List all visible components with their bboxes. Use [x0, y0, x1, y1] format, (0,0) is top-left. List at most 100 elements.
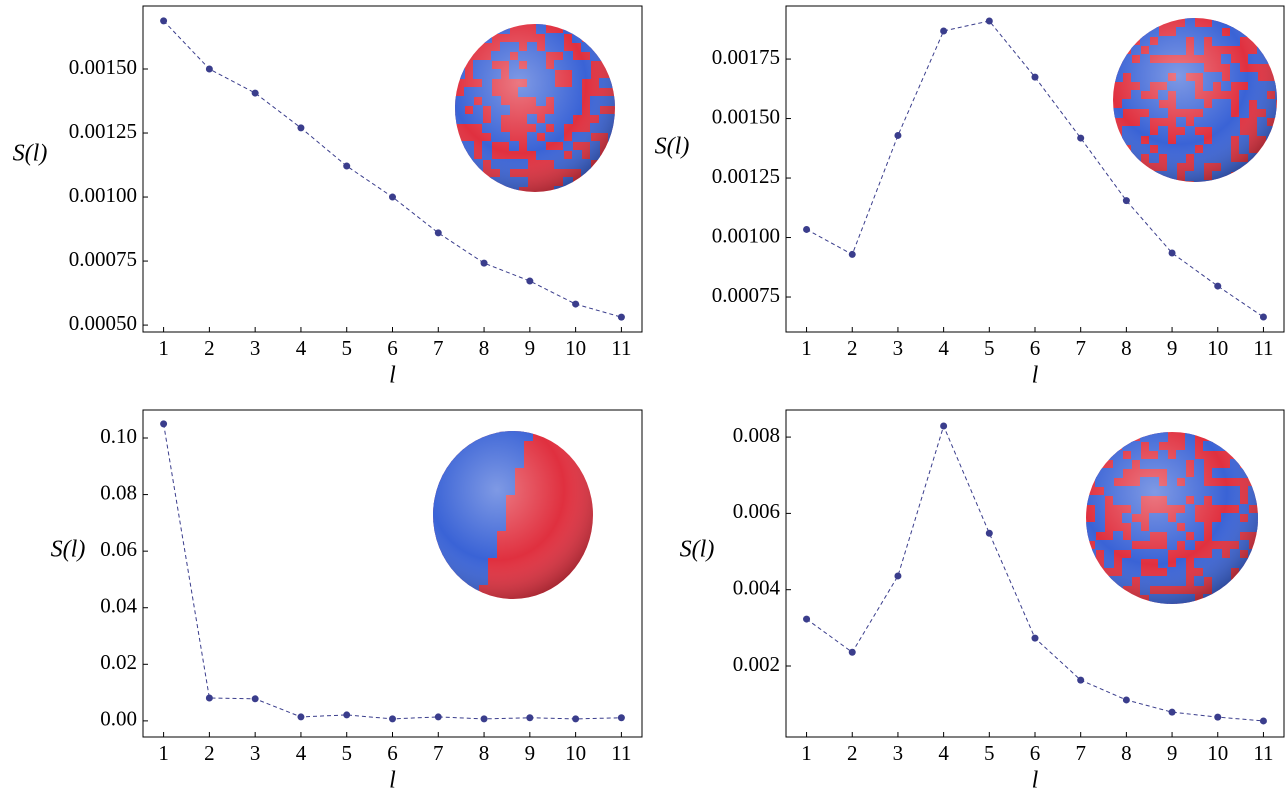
sphere-patch: [455, 168, 465, 178]
data-point: [1122, 197, 1130, 205]
y-tick-label: 0.002: [733, 652, 780, 676]
sphere-patch: [1266, 45, 1276, 55]
sphere-patch: [451, 440, 461, 450]
sphere-patch: [1212, 432, 1222, 442]
sphere-patch: [1122, 432, 1132, 442]
sphere-patch: [1230, 18, 1240, 28]
data-point: [1122, 696, 1130, 704]
y-tick-label: 0.00075: [712, 283, 780, 307]
sphere-patch: [433, 566, 443, 576]
sphere-patch: [563, 186, 573, 192]
sphere-patch: [608, 24, 615, 34]
sphere-patch: [442, 440, 452, 450]
x-tick-label: 7: [433, 741, 444, 765]
x-axis-label: l: [1032, 363, 1039, 389]
y-tick-label: 0.00075: [69, 247, 137, 271]
sphere-patch: [599, 177, 609, 187]
sphere-patch: [1239, 594, 1249, 604]
sphere-patch: [599, 51, 609, 61]
x-tick-label: 1: [801, 336, 812, 360]
sphere-patch: [599, 42, 609, 52]
sphere-patch: [1230, 180, 1240, 182]
x-tick-label: 1: [158, 336, 169, 360]
sphere-patch: [433, 440, 443, 450]
sphere-patch: [1113, 27, 1123, 37]
sphere-surface: [1113, 18, 1277, 182]
sphere-patch: [599, 33, 609, 43]
sphere-patch: [460, 593, 470, 599]
data-point: [617, 714, 625, 722]
sphere-patch: [1221, 180, 1231, 182]
sphere-patch: [1257, 162, 1267, 172]
x-axis-label: l: [1032, 768, 1039, 794]
x-tick-label: 2: [204, 336, 215, 360]
sphere-patch: [433, 584, 443, 594]
data-point: [297, 713, 305, 721]
x-tick-label: 10: [1207, 336, 1228, 360]
x-tick-label: 5: [341, 741, 352, 765]
sphere-patch: [1140, 603, 1150, 604]
sphere-patch: [433, 575, 443, 585]
x-tick-label: 3: [893, 336, 904, 360]
sphere-patch: [500, 186, 510, 192]
sphere-patch: [1203, 603, 1213, 604]
data-point: [205, 65, 213, 73]
x-tick-label: 11: [611, 336, 631, 360]
data-point: [389, 715, 396, 723]
sphere-patch: [1257, 549, 1258, 559]
sphere-patch: [572, 186, 582, 192]
x-tick-label: 3: [250, 741, 261, 765]
y-axis-label: S(l): [655, 134, 690, 160]
sphere-patch: [581, 24, 591, 34]
sphere-patch: [1086, 441, 1096, 451]
data-point: [572, 300, 580, 308]
x-tick-label: 9: [1167, 336, 1178, 360]
sphere-patch: [1194, 603, 1204, 604]
sphere-shade: [433, 431, 593, 599]
sphere-patch: [1248, 441, 1258, 451]
sphere-patch: [1113, 594, 1123, 604]
data-point: [1077, 134, 1085, 142]
sphere-patch: [1266, 27, 1276, 37]
sphere-patch: [460, 584, 470, 594]
sphere-patch: [455, 177, 465, 187]
data-point: [160, 420, 168, 428]
data-point: [985, 17, 993, 25]
y-tick-label: 0.00125: [69, 119, 137, 143]
sphere-patch: [1248, 576, 1258, 586]
series-line: [806, 20, 1264, 318]
sphere-patch: [1248, 18, 1258, 28]
data-point: [1031, 73, 1039, 81]
sphere-patch: [1239, 585, 1249, 595]
data-point: [480, 715, 488, 723]
sphere-patch: [469, 593, 479, 599]
x-tick-label: 1: [801, 741, 812, 765]
sphere-patch: [1113, 171, 1123, 181]
y-tick-label: 0.006: [733, 499, 780, 523]
sphere-patch: [433, 557, 443, 567]
x-tick-label: 11: [1253, 336, 1273, 360]
sphere-patch: [1113, 603, 1123, 604]
sphere-patch: [1239, 603, 1249, 604]
sphere-patch: [1266, 171, 1276, 181]
sphere-patch: [599, 24, 609, 34]
x-tick-label: 5: [984, 336, 995, 360]
sphere-patch: [1086, 558, 1096, 568]
x-tick-label: 11: [1253, 741, 1273, 765]
sphere-patch: [433, 593, 443, 599]
y-axis-label: S(l): [680, 537, 715, 563]
sphere-patch: [1257, 450, 1258, 460]
sphere-patch: [1248, 450, 1258, 460]
sphere-patch: [1212, 594, 1222, 604]
x-tick-label: 5: [341, 336, 352, 360]
y-tick-label: 0.00150: [69, 55, 137, 79]
sphere-patch: [1140, 171, 1150, 181]
sphere-patch: [455, 60, 465, 70]
sphere-patch: [455, 33, 465, 43]
y-tick-label: 0.10: [100, 424, 137, 448]
sphere-patch: [1122, 162, 1132, 172]
sphere-patch: [1230, 441, 1240, 451]
data-point: [803, 615, 811, 623]
